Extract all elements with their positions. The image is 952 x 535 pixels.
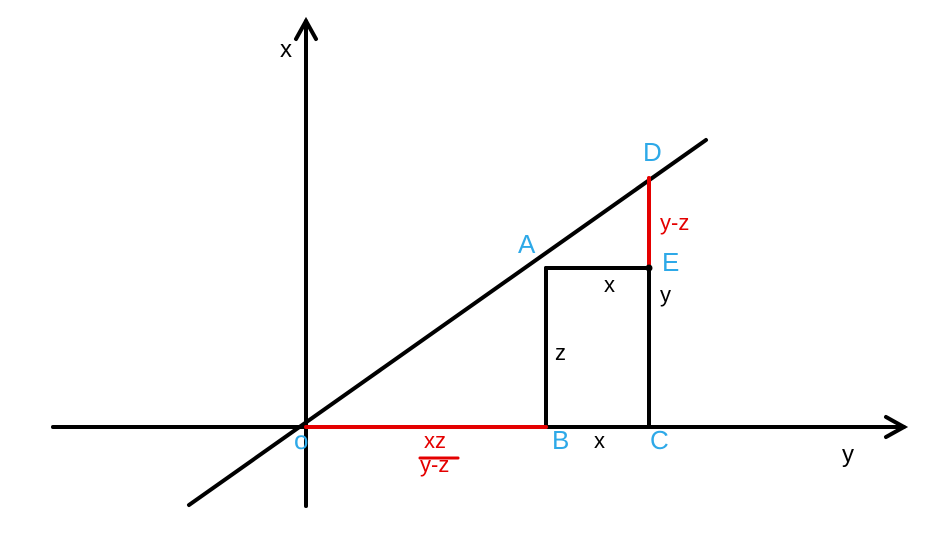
label-x_AE: x <box>604 272 615 298</box>
label-D: D <box>643 137 662 168</box>
point-E-dot <box>646 265 653 272</box>
geometry-diagram <box>0 0 952 535</box>
label-E: E <box>662 247 679 278</box>
label-axis_y: y <box>842 441 854 469</box>
label-yz: y-z <box>660 210 689 236</box>
segment-diagonal <box>189 140 706 505</box>
label-axis_x: x <box>280 36 292 64</box>
label-B: B <box>552 425 569 456</box>
label-frac_num: xz <box>424 428 446 454</box>
label-y: y <box>660 282 671 308</box>
label-A: A <box>518 229 535 260</box>
label-frac_den: y-z <box>420 452 449 478</box>
label-C: C <box>650 425 669 456</box>
label-x_BC: x <box>594 428 605 454</box>
label-O: o <box>294 425 308 456</box>
label-z: z <box>555 340 566 366</box>
